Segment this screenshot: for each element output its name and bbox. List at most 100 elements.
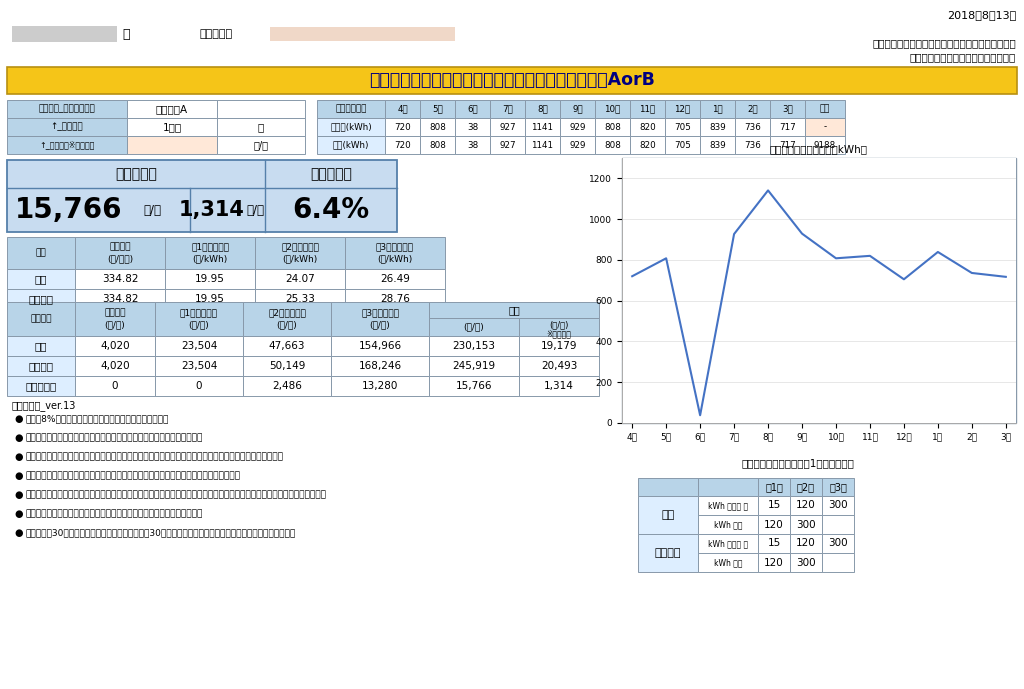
Bar [519,318,599,336]
Bar [455,136,490,154]
Text: 300: 300 [797,520,816,530]
Text: 弊社: 弊社 [35,274,47,284]
Text: 関西電力: 関西電力 [29,361,53,371]
Text: 820: 820 [639,123,656,132]
Text: 808: 808 [604,141,621,150]
Text: 168,246: 168,246 [358,361,401,371]
Text: 120: 120 [796,500,816,511]
Text: 関西電力: 関西電力 [654,548,681,558]
Bar [525,100,560,118]
Text: 基本料金: 基本料金 [104,309,126,318]
Text: 717: 717 [779,141,796,150]
Bar [217,118,305,136]
Bar [165,237,255,269]
Text: 820: 820 [639,141,656,150]
Bar [155,302,243,336]
Bar [385,100,420,118]
Text: ●: ● [14,490,23,500]
Bar [790,553,822,572]
Text: (円/月): (円/月) [549,320,568,329]
Text: 717: 717 [779,123,796,132]
Bar [698,534,758,553]
Text: 従量電灯A: 従量電灯A [156,104,188,114]
Text: -: - [823,123,826,132]
Bar [698,515,758,534]
Bar [790,478,822,496]
Bar [735,100,770,118]
Text: モリカワのでんき・株式会社モリカワ: モリカワのでんき・株式会社モリカワ [909,52,1016,62]
Bar [700,136,735,154]
Text: 19.95: 19.95 [195,294,225,304]
Bar [7,237,75,269]
Text: 供給開始日はお申込み後、最初の関西電力の検針日を予定しております。: 供給開始日はお申込み後、最初の関西電力の検針日を予定しております。 [26,433,204,442]
Bar [698,496,758,515]
Text: 第3段: 第3段 [829,482,847,492]
Text: 2月: 2月 [748,105,758,114]
Bar [429,318,519,336]
Text: 1契約: 1契約 [163,122,181,132]
Bar [7,376,75,396]
Bar [420,100,455,118]
Bar [638,534,698,572]
Text: 300: 300 [797,557,816,568]
Text: (円/年): (円/年) [370,320,390,329]
Text: 927: 927 [499,123,516,132]
Bar [155,356,243,376]
Bar [127,100,217,118]
Bar [519,336,599,356]
Text: 6.4%: 6.4% [293,196,370,224]
Bar [345,289,445,309]
Bar [805,100,845,118]
Bar [331,356,429,376]
Bar [665,118,700,136]
Text: ご入力(kWh): ご入力(kWh) [330,123,372,132]
Bar [317,118,385,136]
Bar [345,237,445,269]
Bar [75,336,155,356]
Text: 8月: 8月 [537,105,548,114]
Text: kWh を超え る: kWh を超え る [708,539,749,548]
Bar [75,289,165,309]
Bar [7,269,75,289]
Bar [429,302,599,318]
Bar [165,289,255,309]
Bar [822,553,854,572]
Text: 推定(kWh): 推定(kWh) [333,141,370,150]
Bar [75,269,165,289]
Text: 第1段従量料金: 第1段従量料金 [191,243,229,251]
Text: (円/kWh): (円/kWh) [378,254,413,263]
Bar [7,160,397,232]
Text: 26.49: 26.49 [380,274,410,284]
Text: 消費税8%を含んだ単価、料金試算を提示しております。: 消費税8%を含んだ単価、料金試算を提示しております。 [26,414,169,423]
Text: お客様使用量: お客様使用量 [335,105,367,114]
Text: 300: 300 [828,539,848,548]
Text: 38: 38 [467,123,478,132]
Text: 試算結果には再生可能エネルギー発電促進賦課金・燃料費調整額は含まれておりません。: 試算結果には再生可能エネルギー発電促進賦課金・燃料費調整額は含まれておりません。 [26,471,241,480]
Text: 334.82: 334.82 [101,294,138,304]
Bar [75,376,155,396]
Text: 12月: 12月 [675,105,690,114]
Bar [822,515,854,534]
Text: 9月: 9月 [572,105,583,114]
Text: 円/年: 円/年 [143,203,161,216]
Text: 弊社: 弊社 [35,341,47,351]
Bar [822,534,854,553]
Text: 839: 839 [710,123,726,132]
Text: 929: 929 [569,141,586,150]
Bar [698,478,758,496]
Bar [7,118,127,136]
Text: 13,280: 13,280 [361,381,398,391]
Text: 808: 808 [429,123,445,132]
Bar [7,289,75,309]
Text: 関西電力: 関西電力 [29,294,53,304]
Text: 合計: 合計 [508,305,520,315]
Text: 720: 720 [394,123,411,132]
Bar [385,118,420,136]
Text: 第1段従量料金: 第1段従量料金 [180,309,218,318]
Text: 1月: 1月 [712,105,723,114]
Text: 24.07: 24.07 [285,274,314,284]
Text: 28.76: 28.76 [380,294,410,304]
Text: (円/kWh): (円/kWh) [193,254,227,263]
Bar [331,302,429,336]
Text: 基本料金: 基本料金 [110,243,131,251]
